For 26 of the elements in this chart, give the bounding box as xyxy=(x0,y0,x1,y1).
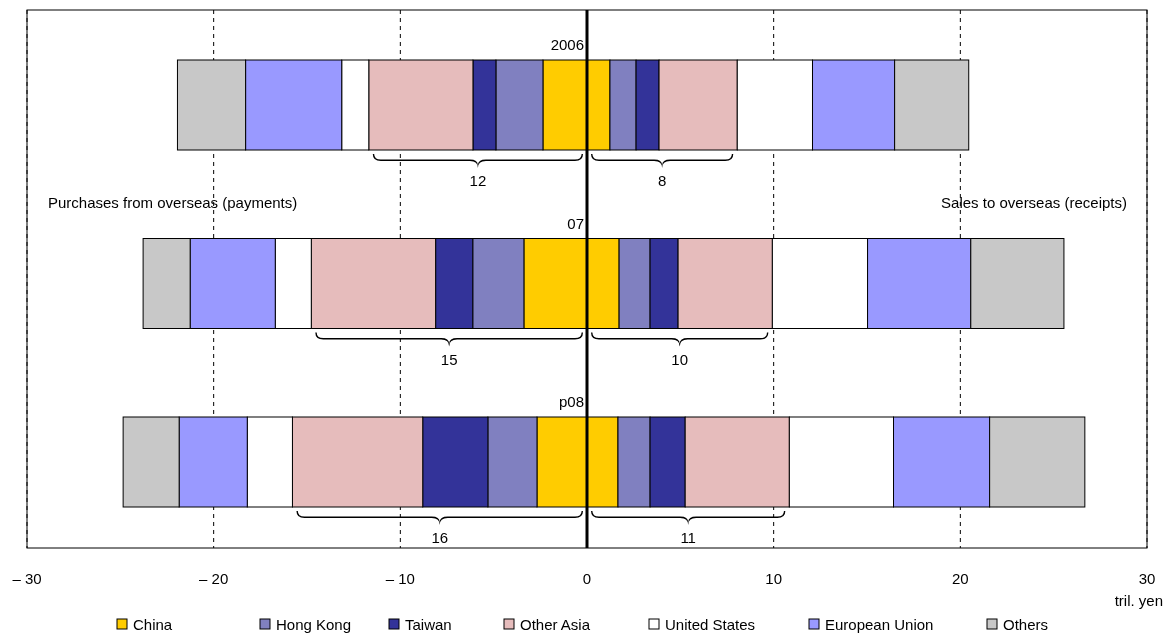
x-tick-label: – 20 xyxy=(199,570,229,587)
annotation: 16 xyxy=(431,529,449,546)
annotation: 15 xyxy=(440,350,458,368)
legend-label: Taiwan xyxy=(405,616,452,633)
x-tick-label: 0 xyxy=(582,570,592,587)
x-tick-label: – 30 xyxy=(12,570,42,587)
legend-label: Other Asia xyxy=(520,616,591,633)
annotation: 12 xyxy=(469,172,487,189)
x-tick-label: 30 xyxy=(1138,570,1156,587)
annotation: 8 xyxy=(657,172,667,189)
x-tick-label: 10 xyxy=(765,570,783,587)
legend-label: China xyxy=(133,616,173,633)
y-tick-label: p08 xyxy=(558,393,584,410)
annotation: Purchases from overseas (payments) xyxy=(48,194,298,211)
legend-label: United States xyxy=(665,616,756,633)
x-tick-label: 20 xyxy=(951,570,969,587)
x-tick-label: – 10 xyxy=(385,570,415,587)
annotation: 10 xyxy=(671,350,689,368)
legend-label: Others xyxy=(1003,616,1049,633)
x-axis-title: tril. yen xyxy=(1114,592,1163,609)
legend-label: European Union xyxy=(825,616,934,633)
annotation: Sales to overseas (receipts) xyxy=(941,194,1127,211)
y-tick-label: 2006 xyxy=(550,36,584,53)
legend-label: Hong Kong xyxy=(276,616,352,633)
y-tick-label: 07 xyxy=(567,214,584,232)
annotation: 11 xyxy=(680,529,696,546)
